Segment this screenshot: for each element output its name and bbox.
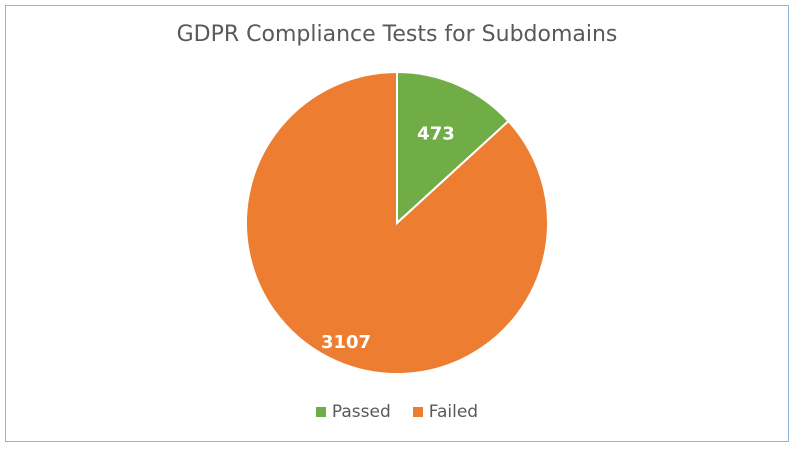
legend-item-passed: Passed bbox=[315, 402, 391, 422]
pie-slice-passed bbox=[396, 70, 510, 226]
data-label-failed: 3107 bbox=[321, 332, 371, 353]
pie-chart: 473 3107 bbox=[245, 70, 549, 375]
pie-slices bbox=[245, 70, 549, 375]
legend-label-failed: Failed bbox=[428, 402, 479, 422]
data-label-passed: 473 bbox=[417, 124, 455, 145]
legend-label-passed: Passed bbox=[331, 402, 391, 422]
pie-slice-failed bbox=[245, 70, 549, 375]
legend-swatch-passed bbox=[315, 407, 326, 417]
legend: Passed Failed bbox=[6, 402, 788, 422]
pie-data-labels: 473 3107 bbox=[321, 124, 455, 353]
chart-frame: GDPR Compliance Tests for Subdomains 473… bbox=[5, 5, 789, 442]
legend-swatch-failed bbox=[412, 407, 423, 417]
legend-item-failed: Failed bbox=[412, 402, 479, 422]
chart-title: GDPR Compliance Tests for Subdomains bbox=[176, 22, 618, 47]
